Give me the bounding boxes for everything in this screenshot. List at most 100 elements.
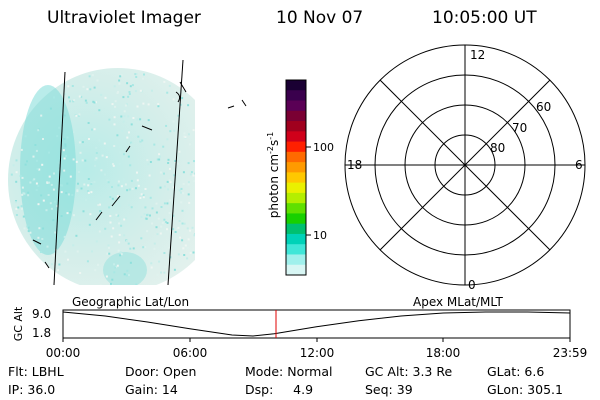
speckle (139, 89, 142, 92)
speckle (181, 97, 184, 100)
speckle (10, 173, 13, 176)
speckle (151, 89, 153, 92)
speckle (155, 226, 158, 229)
speckle (130, 141, 133, 144)
speckle (66, 182, 69, 185)
speckle (156, 158, 159, 161)
speckle (139, 118, 142, 121)
speckle (86, 88, 89, 91)
colorbar-label: photon cm-2s-1 (266, 132, 281, 219)
speckle (163, 271, 166, 274)
speckle (123, 218, 126, 221)
speckle (108, 206, 111, 209)
speckle (191, 226, 194, 229)
speckle (100, 93, 103, 96)
speckle (136, 179, 139, 182)
speckle (109, 221, 112, 224)
speckle (85, 199, 87, 202)
speckle (64, 93, 67, 96)
speckle (224, 194, 226, 196)
speckle (41, 238, 44, 240)
speckle (143, 73, 145, 76)
speckle (112, 164, 115, 167)
speckle (49, 107, 52, 110)
speckle (198, 125, 200, 127)
speckle (126, 136, 129, 139)
speckle (142, 194, 145, 197)
speckle (123, 153, 125, 156)
speckle (159, 155, 161, 158)
speckle (192, 129, 195, 132)
speckle (132, 247, 135, 250)
timeline-xtick-4: 23:59 (553, 346, 588, 360)
speckle (107, 244, 110, 247)
speckle (26, 225, 29, 228)
speckle (69, 175, 72, 178)
mlt-label-12: 12 (470, 48, 485, 62)
status-dsp: Dsp: 4.9 (245, 382, 314, 397)
speckle (153, 143, 156, 146)
speckle (84, 159, 87, 162)
speckle (27, 226, 30, 229)
timeline-xtick-3: 18:00 (426, 346, 461, 360)
speckle (189, 252, 192, 254)
speckle (75, 234, 78, 237)
speckle (128, 274, 130, 277)
speckle (79, 151, 82, 154)
speckle (68, 96, 70, 99)
speckle (162, 145, 165, 148)
speckle (73, 131, 76, 133)
speckle (66, 212, 69, 215)
speckle (122, 96, 125, 99)
speckle (169, 199, 172, 202)
speckle (149, 161, 152, 163)
speckle (123, 110, 126, 113)
speckle (192, 251, 195, 254)
speckle (52, 188, 55, 191)
speckle (122, 120, 125, 123)
speckle (77, 114, 80, 117)
speckle (218, 159, 220, 161)
speckle (48, 175, 51, 178)
speckle (118, 233, 121, 236)
speckle (37, 185, 40, 187)
colorbar-segment (286, 100, 306, 112)
speckle (169, 130, 172, 133)
speckle (104, 227, 107, 230)
speckle (140, 237, 143, 240)
speckle (119, 151, 122, 154)
speckle (95, 240, 98, 243)
colorbar-segment (286, 233, 306, 245)
speckle (190, 171, 193, 174)
speckle (201, 243, 203, 245)
speckle (106, 252, 109, 255)
speckle (94, 164, 97, 167)
speckle (126, 82, 129, 85)
speckle (54, 231, 57, 234)
speckle (192, 174, 195, 177)
speckle (87, 190, 90, 193)
speckle (140, 215, 143, 218)
speckle (116, 134, 119, 137)
speckle (136, 105, 139, 108)
speckle-layer (10, 73, 226, 285)
speckle (104, 96, 107, 99)
speckle (167, 162, 170, 164)
speckle (112, 163, 114, 166)
speckle (195, 237, 197, 239)
mlt-label-6: 6 (575, 158, 583, 172)
speckle (174, 160, 177, 162)
speckle (112, 227, 115, 230)
speckle (202, 200, 204, 202)
speckle (151, 207, 154, 210)
speckle (99, 203, 101, 206)
colorbar-tick-label-10: 10 (313, 229, 327, 242)
speckle (163, 218, 166, 221)
speckle (116, 264, 119, 267)
speckle (73, 99, 76, 102)
speckle (120, 253, 123, 256)
speckle (209, 147, 211, 149)
speckle (56, 135, 59, 138)
speckle (94, 269, 97, 272)
speckle (45, 209, 48, 212)
